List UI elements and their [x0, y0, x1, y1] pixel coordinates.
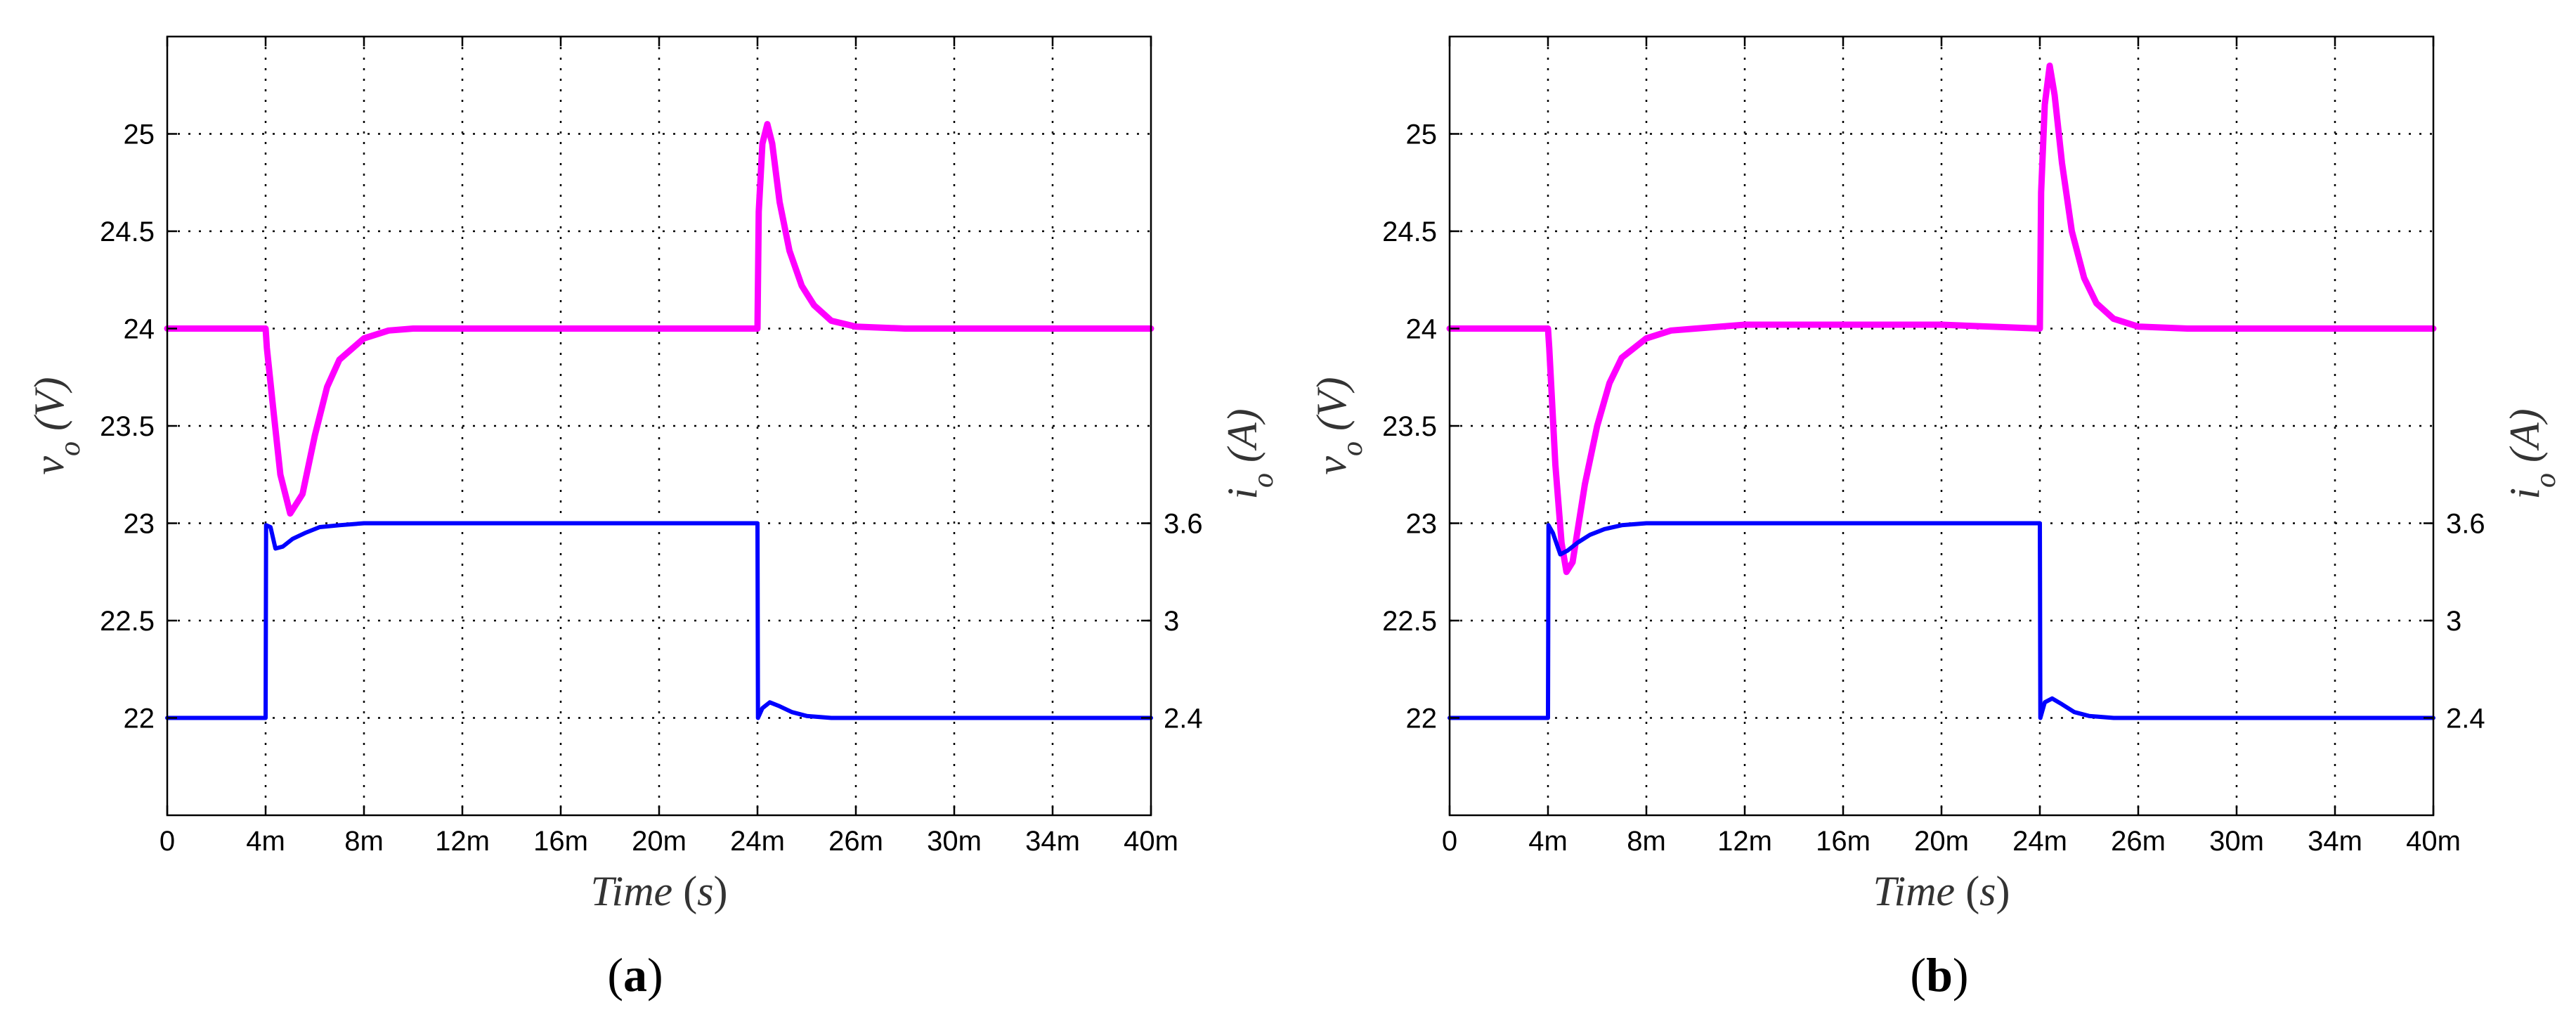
x-tick-label: 30m [2209, 826, 2264, 857]
plot-area [167, 37, 1151, 815]
y-right-tick-label: 2.4 [1164, 704, 1203, 734]
y-right-tick-label: 3.6 [2446, 509, 2485, 540]
y-tick-label: 22 [124, 704, 155, 734]
y-tick-label: 25 [124, 119, 155, 150]
x-tick-label: 12m [435, 826, 490, 857]
y-axis-title-left: vo (V) [26, 377, 86, 474]
x-tick-label: 24m [730, 826, 785, 857]
x-tick-label: 16m [1816, 826, 1871, 857]
x-tick-label: 20m [632, 826, 687, 857]
y-right-tick-label: 3 [2446, 606, 2461, 637]
panel-caption: (b) [1910, 948, 1968, 1002]
y-right-tick-label: 3.6 [1164, 509, 1203, 540]
x-tick-label: 12m [1717, 826, 1772, 857]
y-tick-label: 25 [1406, 119, 1438, 150]
x-tick-label: 40m [1124, 826, 1178, 857]
x-tick-label: 4m [246, 826, 285, 857]
y-tick-label: 24.5 [1382, 216, 1437, 247]
x-tick-label: 34m [2308, 826, 2362, 857]
x-tick-label: 26m [2111, 826, 2166, 857]
x-tick-label: 8m [1627, 826, 1666, 857]
y-tick-label: 22.5 [100, 606, 155, 637]
y-tick-label: 22 [1406, 704, 1438, 734]
y-tick-label: 24.5 [100, 216, 155, 247]
x-tick-label: 26m [828, 826, 883, 857]
x-tick-label: 16m [533, 826, 588, 857]
x-tick-label: 40m [2406, 826, 2461, 857]
x-tick-label: 0 [1442, 826, 1457, 857]
y-tick-label: 22.5 [1382, 606, 1437, 637]
x-tick-label: 20m [1914, 826, 1969, 857]
y-tick-label: 24 [124, 314, 155, 345]
x-axis-title: Time (s) [590, 868, 727, 914]
series-line-vo [1446, 63, 2437, 576]
x-tick-label: 8m [344, 826, 384, 857]
y-right-tick-label: 2.4 [2446, 704, 2485, 734]
y-tick-label: 23 [124, 509, 155, 540]
series-line-io [165, 521, 1153, 720]
x-tick-label: 34m [1025, 826, 1080, 857]
series-line-vo [164, 121, 1154, 517]
y-axis-title-left: vo (V) [1308, 377, 1369, 474]
y-tick-label: 23 [1406, 509, 1438, 540]
y-tick-label: 23.5 [100, 411, 155, 442]
x-tick-label: 24m [2012, 826, 2067, 857]
panel-caption: (a) [607, 948, 663, 1002]
y-axis-title-right: io (A) [1219, 408, 1280, 499]
plot-area [1450, 37, 2433, 815]
y-right-tick-label: 3 [1164, 606, 1179, 637]
y-tick-label: 23.5 [1382, 411, 1437, 442]
chart-panel-a: 0 4m 8m 12m 16m 20m 24m 26m 30m 34m 40m 22 22.5 23 23.… [26, 35, 1280, 1002]
y-axis-title-right: io (A) [2502, 408, 2562, 499]
series-line-io [1448, 521, 2435, 720]
x-tick-label: 0 [160, 826, 175, 857]
x-axis-title: Time (s) [1873, 868, 2010, 914]
y-tick-label: 24 [1406, 314, 1438, 345]
x-tick-label: 30m [927, 826, 982, 857]
x-tick-label: 4m [1528, 826, 1568, 857]
chart-panel-b: 0 4m 8m 12m 16m 20m 24m 26m 30m 34m 40m 22 22.5 23 23.… [1308, 35, 2562, 1002]
